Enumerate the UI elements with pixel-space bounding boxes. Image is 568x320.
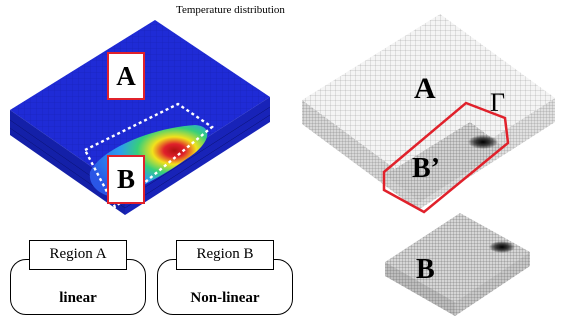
figure-title: Temperature distribution xyxy=(176,4,285,16)
right-region-b-prime-outline xyxy=(382,101,510,214)
small-block-hotspot xyxy=(489,241,515,253)
left-region-b-outline xyxy=(83,102,215,209)
small-block-label-b: B xyxy=(416,254,435,285)
left-label-b: B xyxy=(107,155,145,204)
right-label-b-prime: B’ xyxy=(412,153,440,184)
left-label-a: A xyxy=(107,52,145,100)
region-a-tab: Region A xyxy=(29,240,127,270)
right-hotspot xyxy=(468,135,498,149)
right-label-a: A xyxy=(414,72,436,105)
left-plate-front-right xyxy=(125,97,270,215)
region-b-body-text: Non-linear xyxy=(190,290,260,306)
region-b-tab: Region B xyxy=(176,240,274,270)
right-label-gamma: Γ xyxy=(490,88,506,117)
region-a-body-text: linear xyxy=(59,290,97,306)
